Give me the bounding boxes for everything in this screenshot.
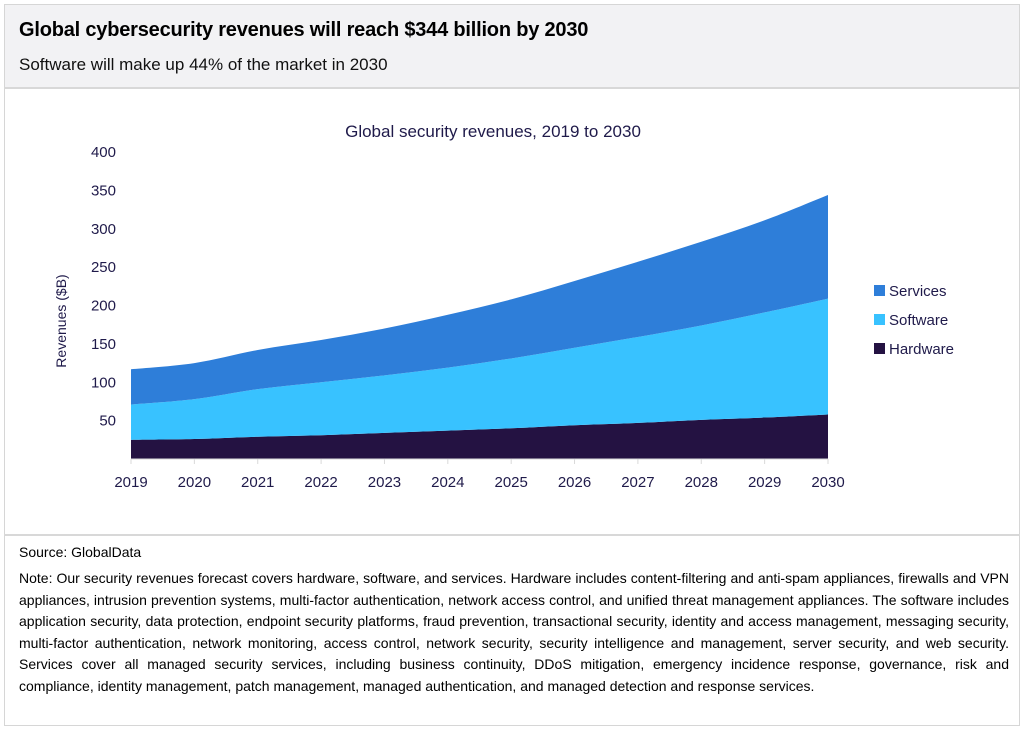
legend-item-hardware: Hardware [874, 341, 954, 358]
y-tick-label: 350 [91, 182, 116, 199]
x-tick-label: 2026 [558, 474, 591, 491]
y-tick-label: 250 [91, 259, 116, 276]
legend-swatch [874, 343, 885, 354]
legend-swatch [874, 314, 885, 325]
footer: Source: GlobalData Note: Our security re… [4, 534, 1020, 726]
y-tick-label: 400 [91, 144, 116, 161]
x-tick-label: 2020 [178, 474, 211, 491]
area-series-group [131, 194, 828, 459]
y-tick-label: 50 [99, 413, 116, 430]
x-tick-label: 2019 [114, 474, 147, 491]
legend: Services Software Hardware [874, 283, 954, 358]
x-tick-label: 2030 [811, 474, 844, 491]
legend-label: Hardware [889, 341, 954, 358]
legend-item-services: Services [874, 283, 947, 300]
x-tick-label: 2021 [241, 474, 274, 491]
chart-title: Global security revenues, 2019 to 2030 [345, 122, 641, 141]
x-tick-label: 2025 [494, 474, 527, 491]
x-tick-label: 2023 [368, 474, 401, 491]
x-tick-label: 2027 [621, 474, 654, 491]
legend-label: Software [889, 312, 948, 329]
y-tick-label: 100 [91, 374, 116, 391]
header: Global cybersecurity revenues will reach… [4, 4, 1020, 89]
y-tick-label: 200 [91, 298, 116, 315]
page-title: Global cybersecurity revenues will reach… [19, 19, 589, 41]
chart-area: Global security revenues, 2019 to 2030 R… [4, 89, 1020, 535]
area-software [131, 298, 828, 440]
legend-item-software: Software [874, 312, 948, 329]
x-axis: 2019 2020 2021 2022 2023 2024 2025 2026 2027 2028… [114, 458, 845, 491]
area-hardware [131, 414, 828, 459]
x-tick-label: 2028 [685, 474, 718, 491]
area-chart: Global security revenues, 2019 to 2030 R… [53, 122, 954, 491]
x-tick-label: 2022 [304, 474, 337, 491]
y-tick-label: 150 [91, 336, 116, 353]
legend-swatch [874, 285, 885, 296]
y-axis-ticks: 50 100 150 200 250 300 350 400 [91, 144, 116, 430]
area-services [131, 194, 828, 405]
x-tick-label: 2024 [431, 474, 464, 491]
page-subtitle: Software will make up 44% of the market … [19, 55, 388, 74]
x-tick-label: 2029 [748, 474, 781, 491]
legend-label: Services [889, 283, 947, 300]
y-tick-label: 300 [91, 221, 116, 238]
y-axis-label: Revenues ($B) [53, 274, 69, 367]
source-text: Source: GlobalData [19, 544, 142, 560]
note-text: Note: Our security revenues forecast cov… [19, 570, 1009, 694]
